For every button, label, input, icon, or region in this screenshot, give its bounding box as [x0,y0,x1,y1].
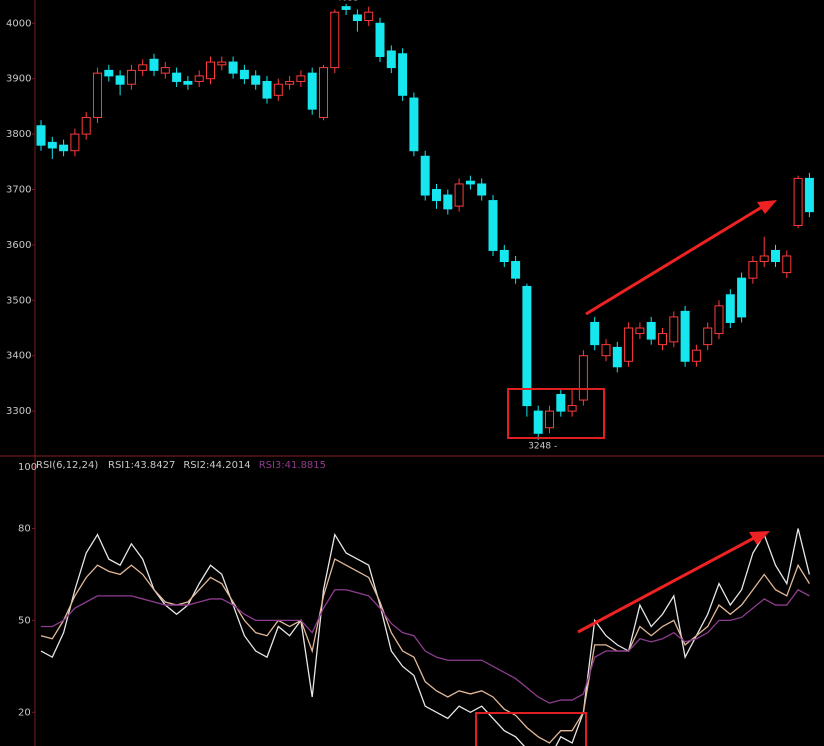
candle-body [646,321,656,340]
candle-body [307,72,317,110]
candle-body [703,327,713,346]
trend-arrow [577,536,755,634]
legend-entry: RSI1:43.8427 [108,460,175,471]
highlight-box [507,388,605,439]
candle-body [126,69,136,85]
candle-body [352,14,362,22]
rsi-line [41,588,810,704]
candle-body [409,97,419,152]
indicator-title: RSI(6,12,24) [36,460,98,471]
candle-body [341,6,351,10]
candle-body [737,277,747,318]
candle-body [533,410,543,434]
candle-body [81,116,91,135]
candle-body [759,255,769,263]
y-tick-label: 100 [18,462,37,473]
candle-body [511,261,521,279]
candle-body [149,58,159,71]
candle-body [172,72,182,82]
candle-body [545,410,554,429]
candle-body [488,200,498,251]
candle-body [104,69,114,77]
candle-body [443,194,453,210]
candle-body [454,183,464,207]
candle-body [601,344,611,357]
candle-body [499,249,509,263]
highlight-box [475,712,587,746]
candle-body [115,75,125,85]
candle-body [206,61,215,80]
candle-body [330,11,340,69]
candle-body [296,75,306,82]
y-tick-label: 3600 [6,240,31,251]
candle-body [251,75,261,85]
candle-body [567,405,577,412]
legend-entry: RSI3:41.8815 [259,460,326,471]
candle-body [420,155,430,196]
candle-body [262,80,272,99]
candle-body [782,255,792,274]
candle-body [194,75,204,82]
candle-body [714,305,724,335]
candle-body [319,67,328,118]
y-tick-label: 3300 [6,406,31,417]
y-tick-label: 80 [18,523,31,534]
candle-body [70,133,80,152]
candle-body [680,310,690,362]
candle-body [624,327,634,362]
rsi-line [40,558,810,744]
candle-body [285,80,295,85]
candle-body [47,141,57,149]
candle-body [748,261,758,279]
candle-body [375,22,385,58]
candle-body [658,333,667,346]
y-tick-label: 3500 [6,295,31,306]
y-tick-label: 20 [18,707,31,718]
candle-body [635,327,645,335]
candle-body [578,355,588,401]
candle-body [556,393,566,412]
y-tick-label: 4000 [6,18,31,29]
candle-body [228,61,238,74]
candle-body [138,64,148,71]
candle-body [590,321,600,346]
extreme-label: 3248 - [528,441,557,451]
candle-body [93,72,102,118]
candle-body [804,177,814,213]
candle-body [239,69,249,80]
candle-body [160,67,170,74]
candle-body [465,180,475,185]
candle-body [59,144,69,152]
extreme-label: 4035 - [336,0,365,3]
candle-body [386,50,396,69]
arrow-head [757,200,777,214]
candle-body [612,346,622,368]
candle-body [432,188,441,202]
candle-body [477,183,487,196]
candle-body [364,11,374,22]
y-tick-label: 3400 [6,351,31,362]
candle-body [398,53,408,96]
candle-body [669,316,679,343]
legend-entry: RSI2:44.2014 [183,460,250,471]
y-tick-label: 3700 [6,184,31,195]
y-tick-label: 50 [18,615,31,626]
candle-body [725,294,735,323]
candle-body [771,249,780,263]
candle-body [217,61,227,66]
candle-body [36,125,46,146]
y-tick-label: 3800 [6,129,31,140]
candle-body [183,80,193,85]
candle-body [793,177,803,227]
y-tick-label: 3900 [6,74,31,85]
candle-body [522,285,532,407]
marks: 3300 3400 3500 3600 3700 3800 3900 4000 4035 - 32… [6,0,814,746]
candle-body [691,349,701,362]
arrow-head [749,531,770,545]
trend-arrow [585,205,763,316]
candle-body [273,83,283,96]
